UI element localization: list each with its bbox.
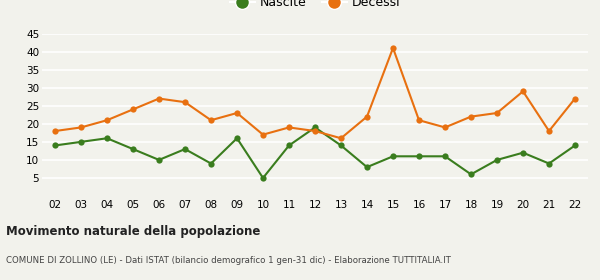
Decessi xyxy=(571,97,578,100)
Nascite xyxy=(467,173,475,176)
Line: Nascite: Nascite xyxy=(52,124,578,181)
Decessi xyxy=(442,126,449,129)
Nascite xyxy=(259,176,266,180)
Nascite xyxy=(311,126,319,129)
Nascite xyxy=(233,137,241,140)
Nascite xyxy=(415,155,422,158)
Decessi xyxy=(286,126,293,129)
Decessi xyxy=(103,118,110,122)
Nascite xyxy=(364,165,371,169)
Nascite xyxy=(77,140,85,144)
Nascite xyxy=(337,144,344,147)
Nascite xyxy=(103,137,110,140)
Decessi xyxy=(130,108,137,111)
Nascite xyxy=(389,155,397,158)
Decessi xyxy=(545,129,553,133)
Nascite xyxy=(571,144,578,147)
Decessi xyxy=(520,90,527,93)
Nascite xyxy=(493,158,500,162)
Decessi xyxy=(493,111,500,115)
Decessi xyxy=(259,133,266,136)
Nascite xyxy=(181,147,188,151)
Nascite xyxy=(286,144,293,147)
Decessi xyxy=(155,97,163,100)
Legend: Nascite, Decessi: Nascite, Decessi xyxy=(225,0,405,14)
Nascite xyxy=(520,151,527,154)
Nascite xyxy=(155,158,163,162)
Decessi xyxy=(415,118,422,122)
Decessi xyxy=(208,118,215,122)
Decessi xyxy=(364,115,371,118)
Nascite xyxy=(545,162,553,165)
Decessi xyxy=(311,129,319,133)
Decessi xyxy=(467,115,475,118)
Decessi xyxy=(233,111,241,115)
Nascite xyxy=(208,162,215,165)
Decessi xyxy=(77,126,85,129)
Decessi xyxy=(337,137,344,140)
Nascite xyxy=(130,147,137,151)
Nascite xyxy=(442,155,449,158)
Text: COMUNE DI ZOLLINO (LE) - Dati ISTAT (bilancio demografico 1 gen-31 dic) - Elabor: COMUNE DI ZOLLINO (LE) - Dati ISTAT (bil… xyxy=(6,256,451,265)
Decessi xyxy=(52,129,59,133)
Decessi xyxy=(389,46,397,50)
Line: Decessi: Decessi xyxy=(52,45,578,141)
Decessi xyxy=(181,101,188,104)
Text: Movimento naturale della popolazione: Movimento naturale della popolazione xyxy=(6,225,260,238)
Nascite xyxy=(52,144,59,147)
